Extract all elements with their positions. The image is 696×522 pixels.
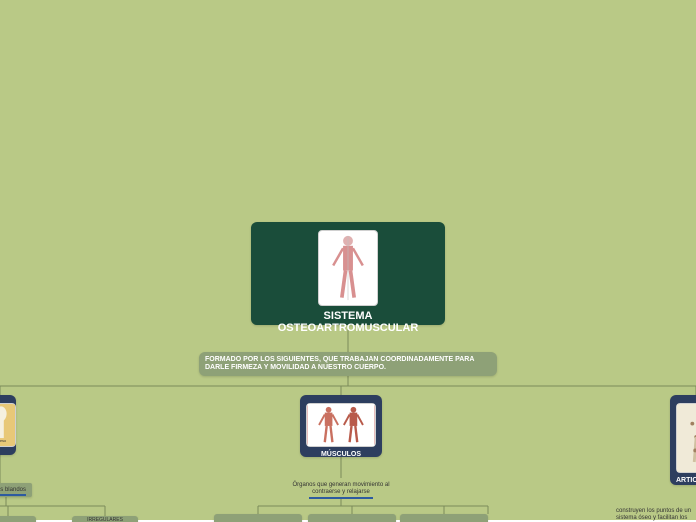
root-title: SISTEMA OSTEOARTROMUSCULAR xyxy=(257,310,439,334)
stub-node-irregulares[interactable]: IRREGULARES xyxy=(72,516,138,522)
anatomy-image xyxy=(318,230,378,306)
root-node[interactable]: SISTEMA OSTEOARTROMUSCULAR xyxy=(251,222,445,325)
right-branch-node[interactable]: ARTIC xyxy=(670,395,696,485)
joints-image xyxy=(676,403,696,473)
description-text: FORMADO POR LOS SIGUIENTES, QUE TRABAJAN… xyxy=(205,356,491,372)
bone-image: hueso xyxy=(0,403,16,447)
musculos-sub-node[interactable]: Órganos que generan movimiento al contra… xyxy=(282,478,400,498)
svg-text:hueso: hueso xyxy=(0,439,6,443)
left-sub-node[interactable]: os blandos xyxy=(0,483,32,497)
stub-node[interactable] xyxy=(0,516,36,522)
right-title-fragment: ARTIC xyxy=(676,477,696,484)
right-sub-text: construyen los puntos de un sistema óseo… xyxy=(616,508,696,521)
description-node[interactable]: FORMADO POR LOS SIGUIENTES, QUE TRABAJAN… xyxy=(199,352,497,376)
left-sub-text: os blandos xyxy=(0,487,26,493)
mindmap-canvas: SISTEMA OSTEOARTROMUSCULAR FORMADO POR L… xyxy=(0,0,696,520)
stub-node[interactable] xyxy=(214,514,302,522)
stub-node[interactable] xyxy=(400,514,488,522)
musculos-node[interactable]: MÚSCULOS xyxy=(300,395,382,457)
musculos-sub-text: Órganos que generan movimiento al contra… xyxy=(288,482,394,495)
musculos-title: MÚSCULOS xyxy=(306,451,376,458)
muscles-image xyxy=(306,403,376,447)
stub-node[interactable] xyxy=(308,514,396,522)
left-branch-node[interactable]: hueso xyxy=(0,395,16,455)
